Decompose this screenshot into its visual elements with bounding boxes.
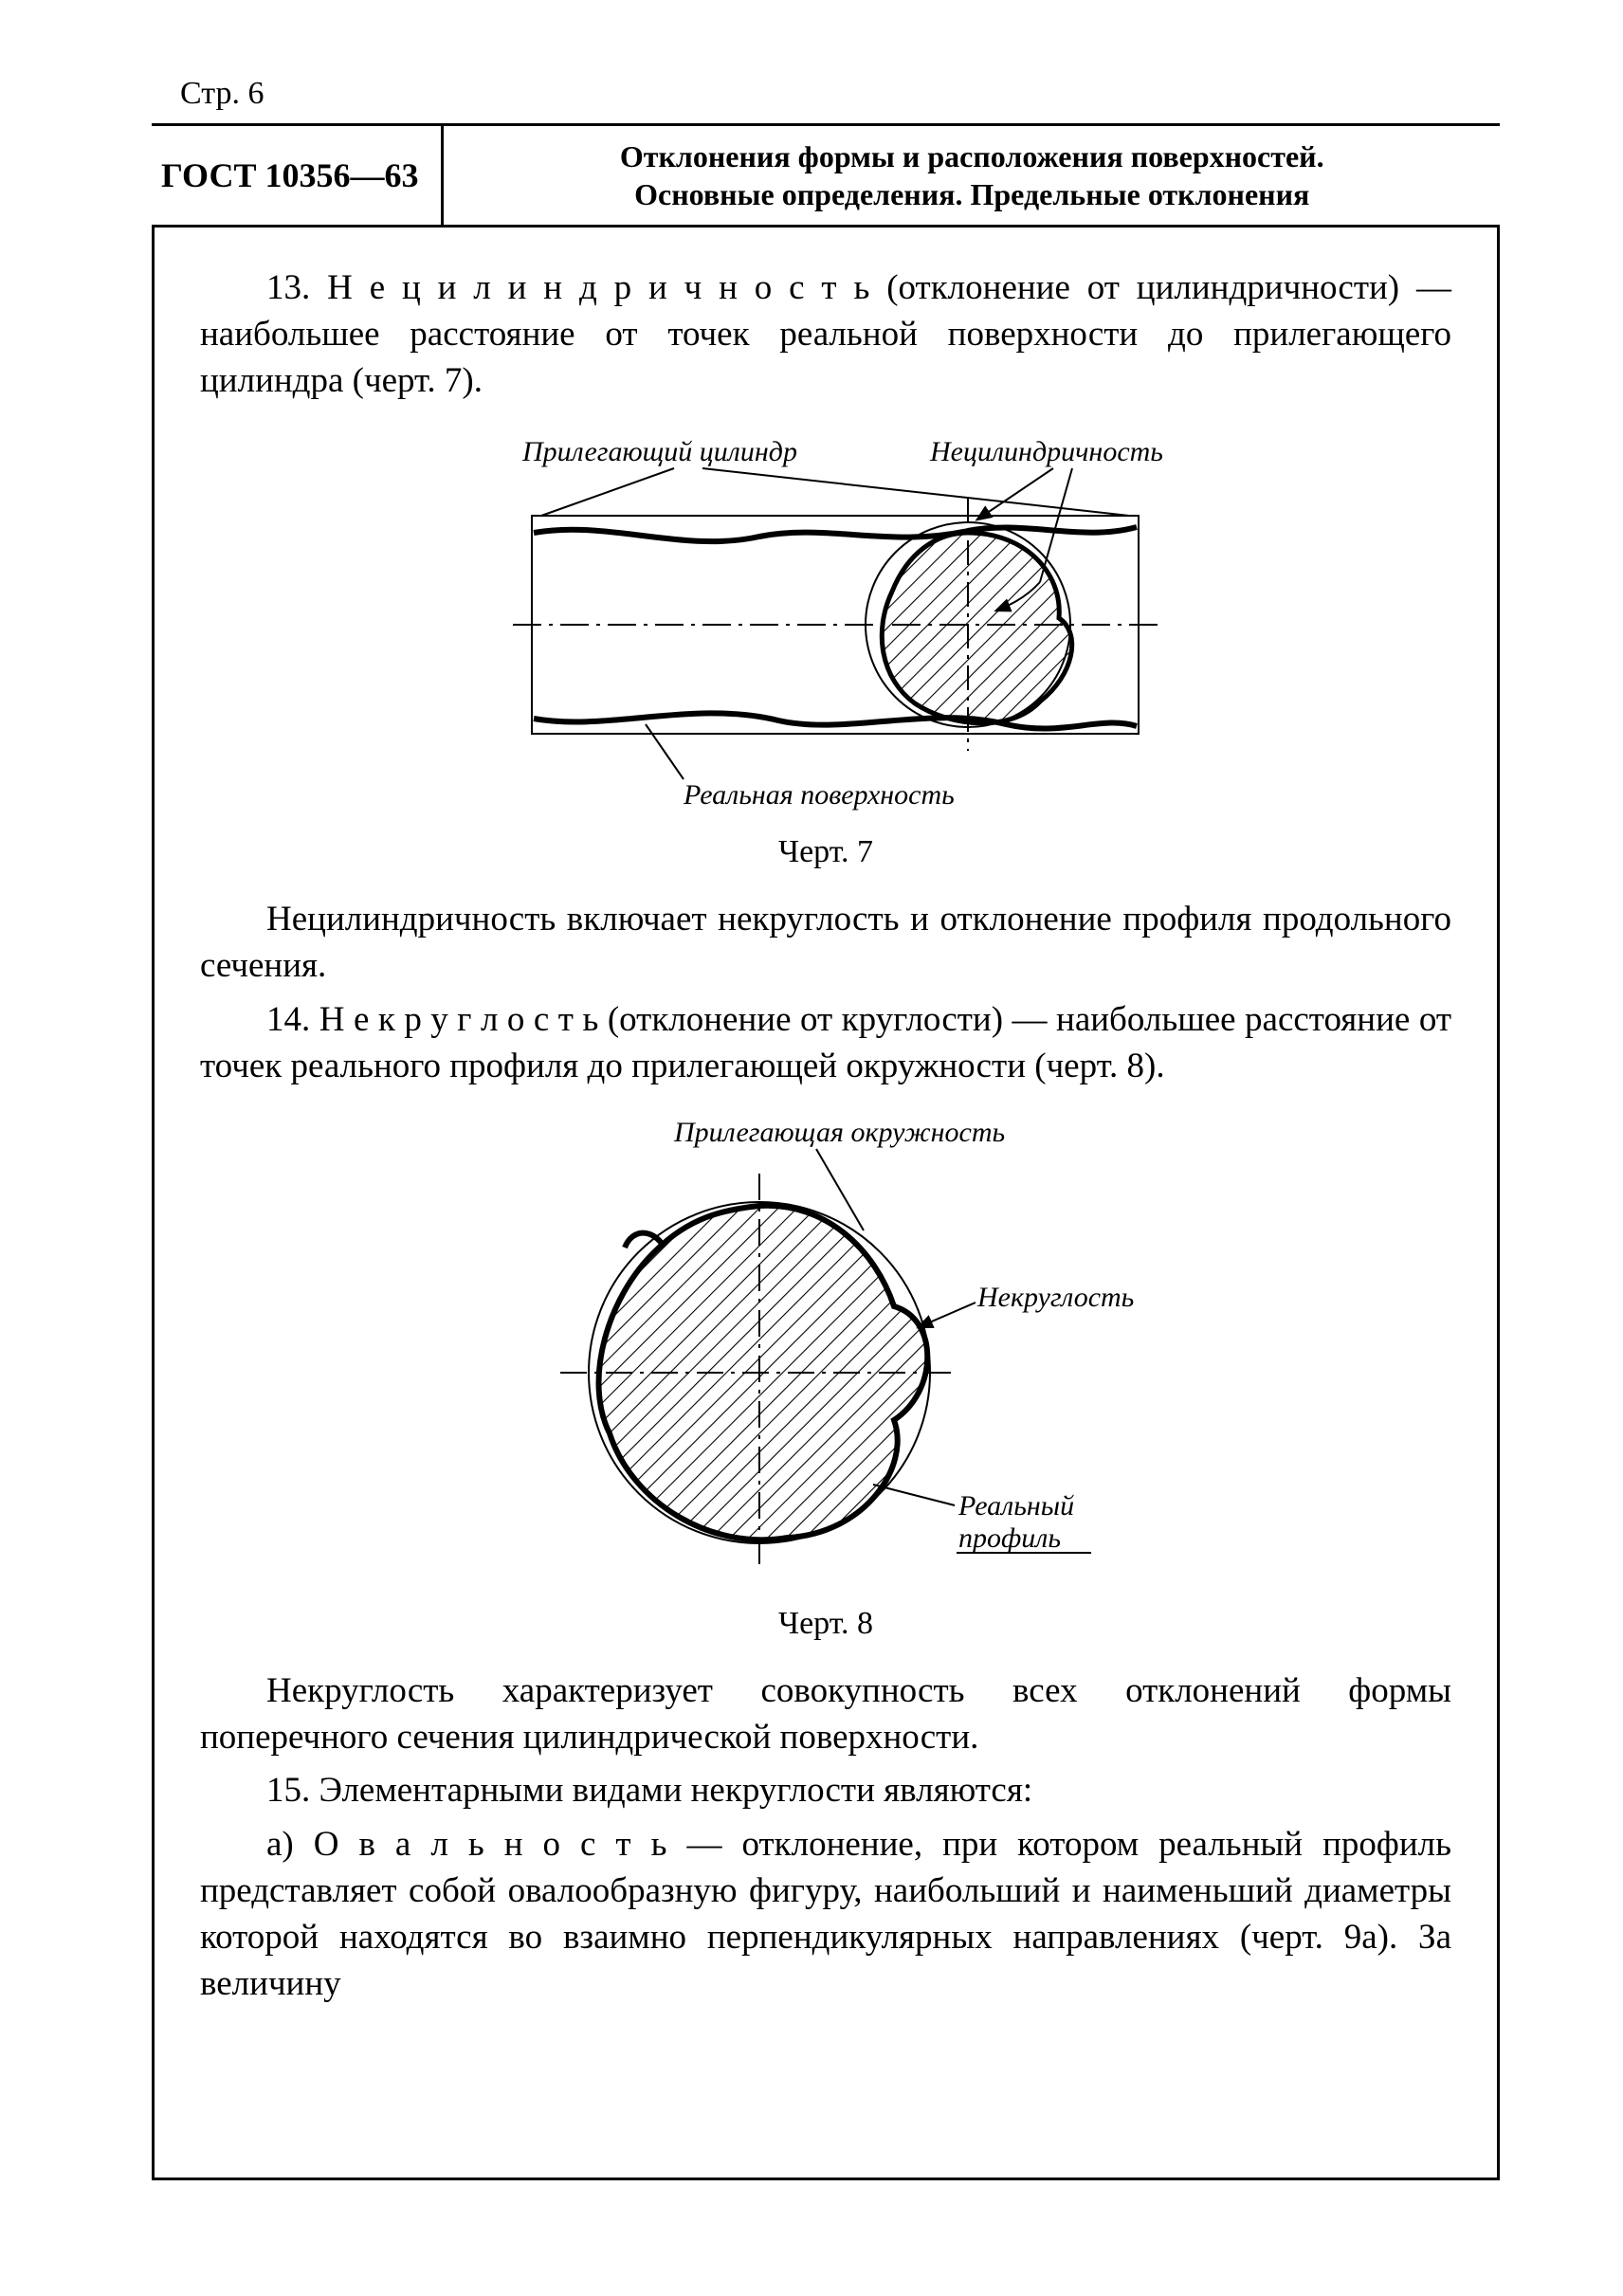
para-14b: Некруглость характеризует совокупность в… — [200, 1668, 1451, 1761]
page-number: Стр. 6 — [180, 76, 1500, 112]
header-row: ГОСТ 10356—63 Отклонения формы и располо… — [152, 126, 1500, 228]
para-13: 13. Н е ц и л и н д р и ч н о с т ь (отк… — [200, 265, 1451, 404]
fig7-label-real-surface: Реальная поверхность — [683, 779, 955, 811]
fig8-label-adj-circle: Прилегающая окружность — [673, 1117, 1005, 1148]
fig7-label-adj-cylinder: Прилегающий цилиндр — [521, 436, 797, 467]
title-line-1: Отклонения формы и расположения поверхно… — [620, 139, 1324, 173]
para-15a: а) О в а л ь н о с т ь — отклонение, при… — [200, 1822, 1451, 2007]
standard-code: ГОСТ 10356—63 — [152, 126, 444, 225]
figure-7: Прилегающий цилиндр Нецилиндричность — [399, 421, 1252, 829]
fig8-label-real-profile-1: Реальный — [957, 1490, 1074, 1522]
document-title: Отклонения формы и расположения поверхно… — [444, 126, 1500, 225]
fig7-label-noncyl: Нецилиндричность — [929, 436, 1163, 467]
fig8-label-real-profile-2: профиль — [958, 1522, 1061, 1554]
fig8-label-noncirc: Некруглость — [976, 1282, 1134, 1313]
para-14: 14. Н е к р у г л о с т ь (отклонение от… — [200, 997, 1451, 1090]
content-frame: 13. Н е ц и л и н д р и ч н о с т ь (отк… — [152, 228, 1500, 2180]
para-15: 15. Элементарными видами некруглости явл… — [200, 1768, 1451, 1814]
para-13b: Нецилиндричность включает некруглость и … — [200, 897, 1451, 990]
figure-8: Прилегающая окружность Некруглость Реаль… — [465, 1107, 1186, 1600]
page: Стр. 6 ГОСТ 10356—63 Отклонения формы и … — [0, 0, 1623, 2296]
title-line-2: Основные определения. Предельные отклоне… — [634, 177, 1309, 211]
figure-7-caption: Черт. 7 — [200, 834, 1451, 870]
figure-8-caption: Черт. 8 — [200, 1606, 1451, 1642]
